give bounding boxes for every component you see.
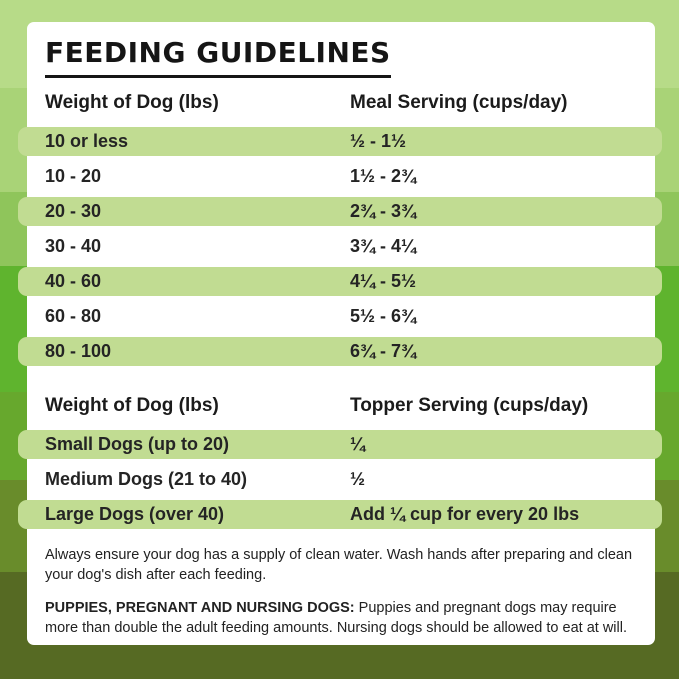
puppies-pregnant-note: PUPPIES, PREGNANT AND NURSING DOGS: Pupp…: [45, 599, 637, 638]
table-row: Large Dogs (over 40) Add ¼ cup for every…: [18, 500, 662, 529]
weight-cell: 80 - 100: [45, 341, 112, 361]
feeding-guidelines-card: FEEDING GUIDELINES Weight of Dog (lbs) M…: [18, 22, 662, 645]
serving-cell: 5½ - 6¾: [350, 306, 417, 326]
meal-serving-column-header: Meal Serving (cups/day): [350, 92, 568, 113]
table-row: Small Dogs (up to 20) ¼: [18, 430, 662, 459]
meal-table-header: Weight of Dog (lbs) Meal Serving (cups/d…: [45, 92, 637, 114]
topper-weight-column-header: Weight of Dog (lbs): [45, 395, 219, 416]
weight-cell: Medium Dogs (21 to 40): [45, 469, 248, 489]
topper-serving-column-header: Topper Serving (cups/day): [350, 395, 589, 416]
serving-cell: 3¾ - 4¼: [350, 236, 417, 256]
weight-cell: 60 - 80: [45, 306, 102, 326]
puppies-pregnant-note-label: PUPPIES, PREGNANT AND NURSING DOGS:: [45, 600, 355, 616]
serving-cell: ¼: [350, 434, 366, 454]
meal-weight-column-header: Weight of Dog (lbs): [45, 92, 219, 113]
weight-cell: 20 - 30: [45, 201, 102, 221]
table-row: 80 - 100 6¾ - 7¾: [18, 337, 662, 366]
weight-cell: Small Dogs (up to 20): [45, 434, 230, 454]
serving-cell: Add ¼ cup for every 20 lbs: [350, 504, 580, 524]
puppies-pregnant-note-text: Puppies and pregnant dogs may require mo…: [45, 600, 627, 636]
weight-cell: 10 or less: [45, 131, 129, 151]
weight-cell: 10 - 20: [45, 166, 102, 186]
weight-cell: 40 - 60: [45, 271, 102, 291]
water-hygiene-note-text: Always ensure your dog has a supply of c…: [45, 547, 633, 583]
table-row: 40 - 60 4¼ - 5½: [18, 267, 662, 296]
table-row: 30 - 40 3¾ - 4¼: [45, 232, 637, 261]
weight-cell: Large Dogs (over 40): [45, 504, 225, 524]
table-row: 60 - 80 5½ - 6¾: [45, 302, 637, 331]
table-row: Medium Dogs (21 to 40) ½: [45, 465, 637, 494]
topper-table-header: Weight of Dog (lbs) Topper Serving (cups…: [45, 395, 637, 417]
water-hygiene-note: Always ensure your dog has a supply of c…: [45, 546, 637, 585]
page-title: FEEDING GUIDELINES: [45, 38, 391, 78]
serving-cell: ½ - 1½: [350, 131, 407, 151]
table-row: 10 - 20 1½ - 2¾: [45, 162, 637, 191]
serving-cell: 2¾ - 3¾: [350, 201, 417, 221]
serving-cell: 6¾ - 7¾: [350, 341, 417, 361]
serving-cell: 1½ - 2¾: [350, 166, 417, 186]
weight-cell: 30 - 40: [45, 236, 102, 256]
serving-cell: ½: [350, 469, 366, 489]
table-row: 20 - 30 2¾ - 3¾: [18, 197, 662, 226]
table-row: 10 or less ½ - 1½: [18, 127, 662, 156]
serving-cell: 4¼ - 5½: [350, 271, 417, 291]
